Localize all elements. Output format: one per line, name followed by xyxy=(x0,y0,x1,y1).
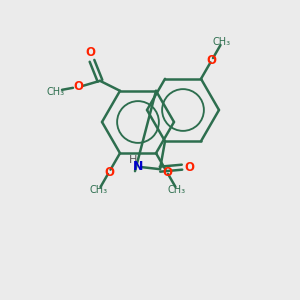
Text: O: O xyxy=(206,54,217,67)
Text: CH₃: CH₃ xyxy=(90,184,108,194)
Text: CH₃: CH₃ xyxy=(213,38,231,47)
Text: N: N xyxy=(133,160,143,173)
Text: O: O xyxy=(162,166,172,179)
Text: CH₃: CH₃ xyxy=(168,184,186,194)
Text: O: O xyxy=(184,161,194,174)
Text: O: O xyxy=(85,46,95,59)
Text: O: O xyxy=(73,80,83,93)
Text: O: O xyxy=(104,166,114,179)
Text: H: H xyxy=(129,155,137,165)
Text: CH₃: CH₃ xyxy=(47,87,65,97)
